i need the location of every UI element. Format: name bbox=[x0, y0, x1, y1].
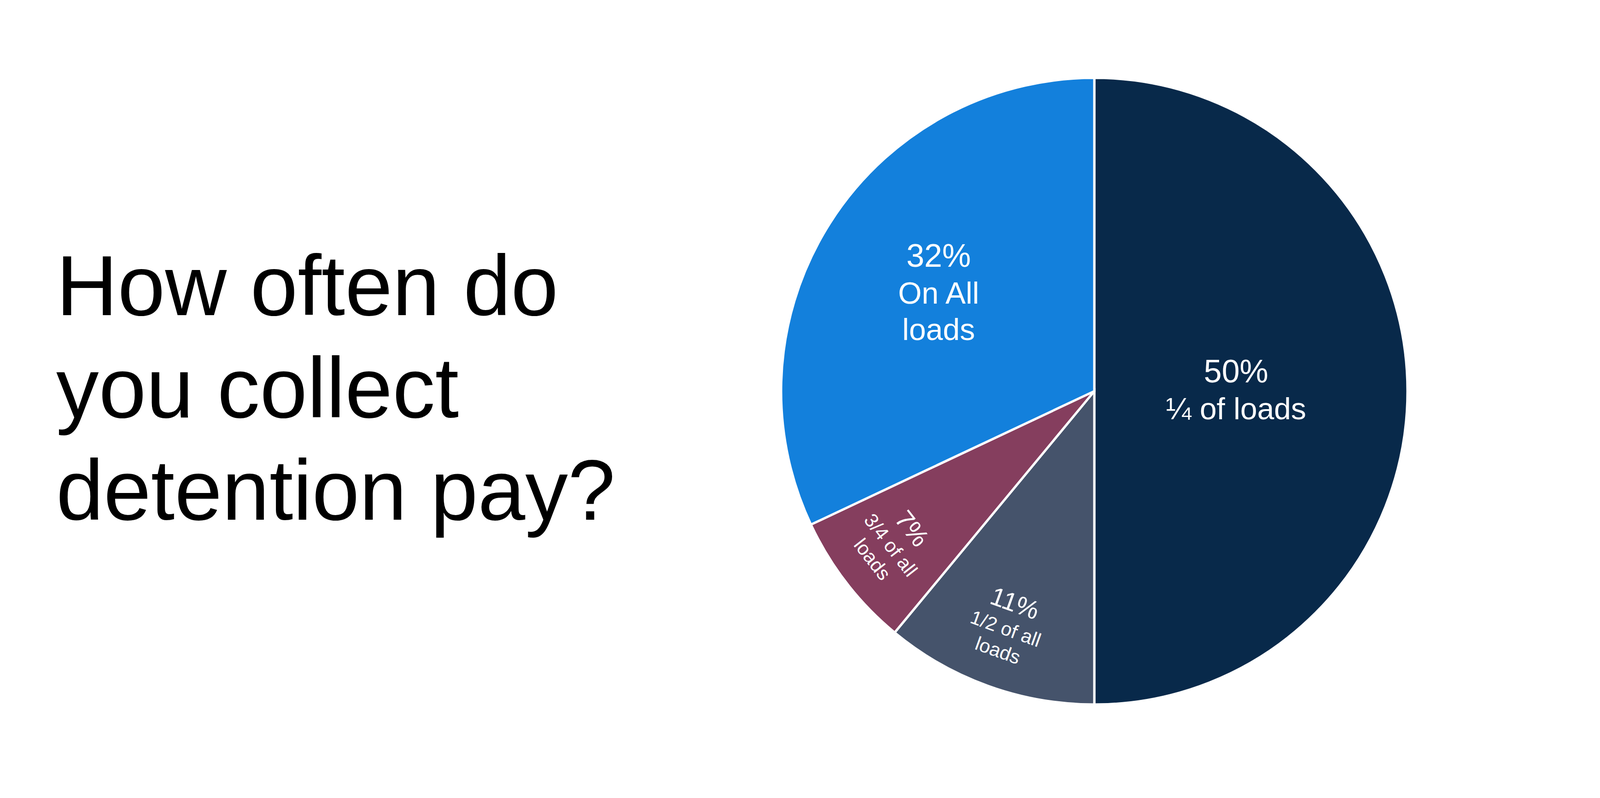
svg-text:32%: 32% bbox=[906, 237, 971, 274]
svg-text:7%: 7% bbox=[889, 504, 936, 552]
html-text:How often do you collect deten: How often do you collect detention pay? bbox=[56, 238, 616, 538]
svg-text:¼ of loads: ¼ of loads bbox=[1166, 391, 1307, 426]
svg-text:On All: On All bbox=[898, 275, 980, 310]
svg-text:1/2 of all: 1/2 of all bbox=[967, 605, 1044, 651]
svg-text:loads: loads bbox=[902, 312, 976, 347]
svg-text:50%: 50% bbox=[1203, 353, 1269, 390]
svg-text:11%: 11% bbox=[986, 580, 1044, 625]
svg-text:loads: loads bbox=[972, 632, 1023, 669]
svg-text:3/4 of all: 3/4 of all bbox=[859, 509, 922, 581]
svg-text:loads: loads bbox=[849, 534, 896, 584]
